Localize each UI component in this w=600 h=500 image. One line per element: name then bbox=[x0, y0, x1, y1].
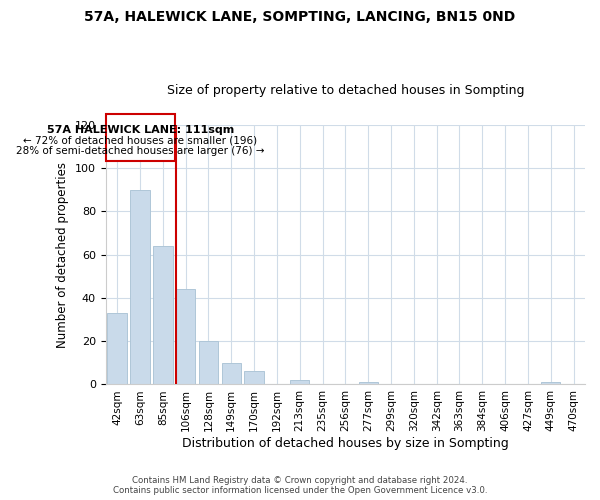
FancyBboxPatch shape bbox=[106, 114, 175, 162]
Bar bbox=[153, 246, 173, 384]
Text: 57A HALEWICK LANE: 111sqm: 57A HALEWICK LANE: 111sqm bbox=[47, 124, 234, 134]
Bar bbox=[176, 289, 196, 384]
Text: Contains HM Land Registry data © Crown copyright and database right 2024.
Contai: Contains HM Land Registry data © Crown c… bbox=[113, 476, 487, 495]
Bar bbox=[221, 363, 241, 384]
Bar bbox=[290, 380, 310, 384]
Y-axis label: Number of detached properties: Number of detached properties bbox=[56, 162, 70, 348]
Title: Size of property relative to detached houses in Sompting: Size of property relative to detached ho… bbox=[167, 84, 524, 97]
Text: 57A, HALEWICK LANE, SOMPTING, LANCING, BN15 0ND: 57A, HALEWICK LANE, SOMPTING, LANCING, B… bbox=[85, 10, 515, 24]
Bar bbox=[244, 372, 264, 384]
Text: ← 72% of detached houses are smaller (196): ← 72% of detached houses are smaller (19… bbox=[23, 136, 257, 145]
Text: 28% of semi-detached houses are larger (76) →: 28% of semi-detached houses are larger (… bbox=[16, 146, 265, 156]
Bar bbox=[199, 341, 218, 384]
Bar bbox=[359, 382, 378, 384]
X-axis label: Distribution of detached houses by size in Sompting: Distribution of detached houses by size … bbox=[182, 437, 509, 450]
Bar bbox=[107, 313, 127, 384]
Bar bbox=[541, 382, 560, 384]
Bar bbox=[130, 190, 149, 384]
